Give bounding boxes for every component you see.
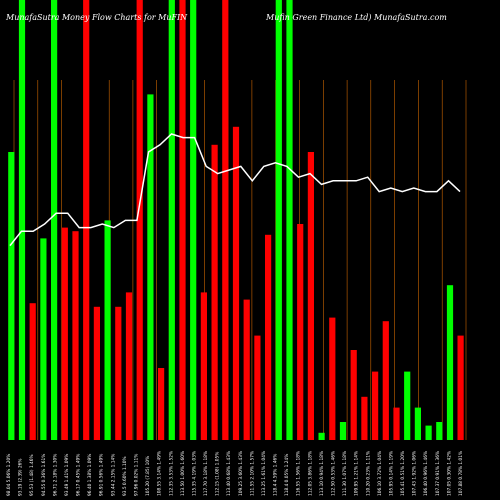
bar-down	[254, 335, 261, 440]
bar-down	[382, 321, 389, 440]
x-tick-label: 113.40 0.68% 1.43%	[226, 451, 232, 496]
bar-up	[275, 0, 282, 440]
bar-up	[446, 285, 454, 440]
bar-down	[361, 396, 368, 440]
bar-up	[339, 422, 347, 440]
x-tick-label: 106.10 3.72% 1.04%	[377, 451, 383, 496]
bar-up	[8, 152, 15, 440]
bar-down	[232, 126, 240, 441]
x-tick-label: 118.4 0.05% 1.24%	[284, 454, 290, 496]
bar-down	[297, 224, 304, 440]
x-tick-label: 105.20 (7.85) 10%	[145, 456, 151, 496]
bar-down	[243, 299, 250, 440]
x-tick-label: 98.04 5.06% 1.20%	[6, 454, 12, 496]
bar-up	[318, 432, 325, 440]
bar-down	[457, 335, 464, 440]
bar-up	[168, 0, 175, 440]
bar-down	[125, 292, 133, 440]
bar-down	[61, 227, 68, 440]
x-tick-label: 107.88 0.78% 1.01%	[458, 451, 464, 496]
x-tick-label: 107.43 1.92% 1.06%	[412, 451, 418, 496]
x-tick-label: 93.49 1.41% 1.09%	[64, 454, 70, 496]
bar-down	[372, 371, 379, 440]
bar-down	[72, 231, 79, 440]
x-tick-label: 96.91 0.56% 1.49%	[99, 454, 105, 496]
x-tick-label: 96.17 0.45% 1.49%	[76, 454, 82, 496]
bar-down	[158, 368, 165, 440]
x-tick-label: 112.50 0.53% 1.46%	[331, 451, 337, 496]
x-tick-label: 105.41 0.51% 1.20%	[400, 451, 406, 496]
bar-down	[136, 0, 143, 440]
bar-down	[222, 0, 229, 440]
x-tick-label: 109.95 1.21% 1.14%	[354, 451, 360, 496]
x-tick-label: 94.55 0.36% 1.61%	[41, 454, 47, 496]
x-tick-label: 112.35 3.53% 1.52%	[168, 451, 174, 496]
chart-title-left: MunafaSutra Money Flow Charts for MuFIN	[5, 13, 188, 22]
bar-up	[104, 220, 111, 440]
bar-up	[436, 422, 443, 440]
x-tick-label: 109.25 3.60% 1.43%	[238, 451, 244, 496]
bar-up	[190, 0, 197, 440]
x-tick-label: 111.30 1.07% 1.18%	[342, 451, 348, 496]
bar-down	[329, 317, 336, 440]
x-tick-label: 96.71 2.18% 1.30%	[52, 454, 58, 496]
chart-title-right: Mufin Green Finance Ltd) MunafaSutra.com	[265, 13, 447, 22]
x-tick-label: 115.35 4.19% 1.03%	[191, 451, 197, 496]
bar-down	[93, 306, 100, 440]
bar-up	[286, 0, 293, 440]
x-tick-label: 116.55 1.56% 1.18%	[296, 451, 302, 496]
bar-down	[29, 303, 36, 440]
bar-down	[211, 144, 218, 441]
x-tick-label: 111.55 2.10% 1.57%	[249, 451, 255, 496]
bar-up	[147, 94, 154, 441]
bar-down	[393, 407, 400, 440]
price-line	[9, 133, 461, 247]
x-tick-label: 113.10 0.94% 1.18%	[319, 451, 325, 496]
x-tick-label: 93.44 2.15% 1.14%	[110, 454, 116, 496]
bar-layer	[8, 0, 464, 441]
x-tick-label: 118.4 4.59% 1.46%	[273, 454, 279, 496]
x-tick-label: 117.70 3.18% 1.18%	[203, 451, 209, 496]
x-tick-label: 107.05 0.30% 1.42%	[446, 451, 452, 496]
bar-down	[307, 152, 314, 440]
bar-up	[404, 371, 411, 440]
x-tick-label: 105.95 0.14% 1.19%	[389, 451, 395, 496]
bar-down	[83, 0, 90, 440]
bar-up	[425, 425, 432, 440]
bar-down	[179, 0, 186, 440]
x-tick-label: 112.05 3.86% 1.18%	[307, 451, 313, 496]
x-tick-label: 110.20 0.23% 1.11%	[365, 451, 371, 496]
x-tick-label: 95.53 (1.48) 1.46%	[29, 454, 35, 496]
bar-down	[115, 306, 122, 440]
x-tick-label: 106.40 0.96% 1.46%	[423, 451, 429, 496]
x-tick-label: 93.5 0.60% 1.10%	[122, 456, 128, 496]
line-layer	[9, 133, 461, 247]
x-tick-label: 97.96 0.02% 1.11%	[134, 454, 140, 496]
bar-down	[200, 292, 207, 440]
bar-up	[414, 407, 421, 440]
tick-layer: 98.04 5.06% 1.20% 93.19 (2.39) 26% 95.53 (…	[6, 451, 464, 496]
x-tick-label: 96.40 1.38% 1.09%	[87, 454, 93, 496]
x-tick-label: 93.19 (2.39) 26%	[18, 458, 24, 496]
bar-down	[265, 234, 272, 440]
x-tick-label: 113.50 1.00% 1.60%	[180, 451, 186, 496]
x-tick-label: 107.37 0.91% 1.36%	[435, 451, 441, 496]
bar-up	[18, 0, 26, 440]
bar-up	[51, 0, 58, 440]
x-tick-label: 108.55 3.14% 1.49%	[157, 451, 163, 496]
x-tick-label: 112.15 (1.08) 1.05%	[215, 452, 221, 496]
bar-down	[350, 350, 357, 440]
bar-up	[40, 238, 47, 440]
x-tick-label: 113.25 1.61% 1.04%	[261, 451, 267, 496]
